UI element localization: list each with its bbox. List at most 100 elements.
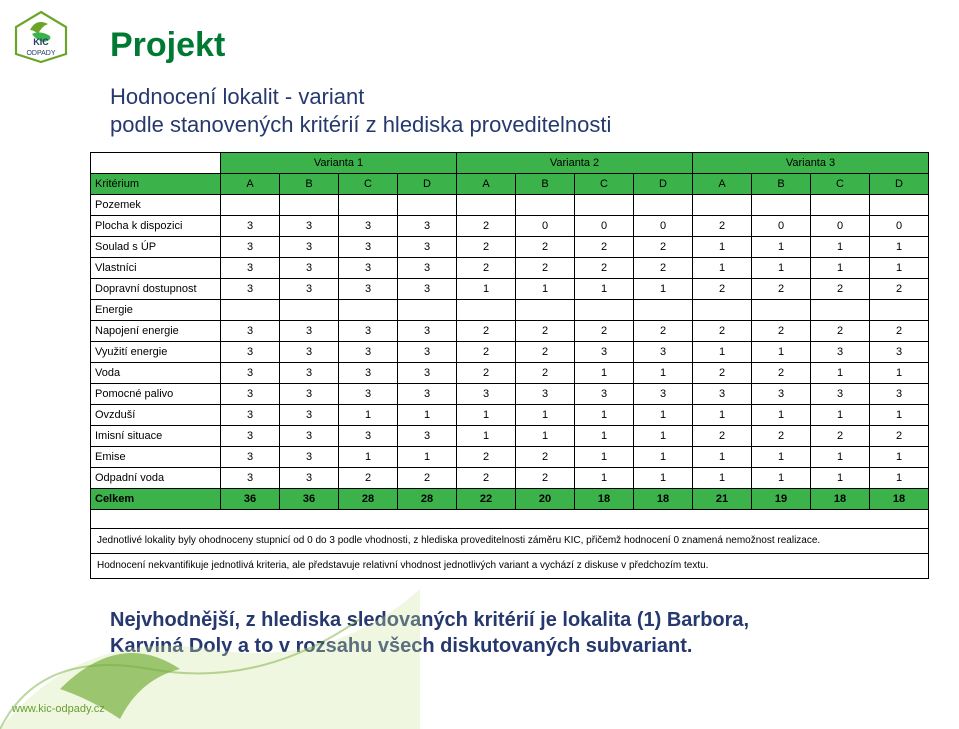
section-empty-cell bbox=[870, 300, 929, 321]
value-cell: 1 bbox=[693, 237, 752, 258]
header-criteria: Kritérium bbox=[91, 174, 221, 195]
value-cell: 2 bbox=[516, 468, 575, 489]
footer-url: www.kic-odpady.cz bbox=[12, 703, 105, 715]
header-subcol: B bbox=[516, 174, 575, 195]
value-cell: 1 bbox=[634, 363, 693, 384]
value-cell: 1 bbox=[752, 237, 811, 258]
value-cell: 0 bbox=[752, 216, 811, 237]
section-label: Pozemek bbox=[91, 195, 221, 216]
value-cell: 2 bbox=[752, 321, 811, 342]
section-empty-cell bbox=[221, 300, 280, 321]
value-cell: 3 bbox=[280, 363, 339, 384]
section-empty-cell bbox=[811, 300, 870, 321]
value-cell: 0 bbox=[870, 216, 929, 237]
value-cell: 2 bbox=[516, 342, 575, 363]
svg-text:KIC: KIC bbox=[33, 37, 49, 47]
value-cell: 3 bbox=[339, 216, 398, 237]
value-cell: 3 bbox=[221, 426, 280, 447]
row-label: Emise bbox=[91, 447, 221, 468]
value-cell: 1 bbox=[457, 279, 516, 300]
value-cell: 3 bbox=[339, 384, 398, 405]
value-cell: 0 bbox=[811, 216, 870, 237]
section-empty-cell bbox=[516, 300, 575, 321]
value-cell: 3 bbox=[221, 216, 280, 237]
header-subcol: D bbox=[870, 174, 929, 195]
header-variant: Varianta 2 bbox=[457, 153, 693, 174]
value-cell: 1 bbox=[870, 405, 929, 426]
value-cell: 1 bbox=[575, 279, 634, 300]
value-cell: 1 bbox=[575, 447, 634, 468]
value-cell: 3 bbox=[221, 237, 280, 258]
value-cell: 3 bbox=[280, 321, 339, 342]
value-cell: 3 bbox=[339, 426, 398, 447]
header-variant: Varianta 1 bbox=[221, 153, 457, 174]
value-cell: 3 bbox=[221, 405, 280, 426]
row-label: Pomocné palivo bbox=[91, 384, 221, 405]
value-cell: 3 bbox=[280, 447, 339, 468]
value-cell: 3 bbox=[811, 342, 870, 363]
value-cell: 1 bbox=[575, 405, 634, 426]
header-subcol: A bbox=[693, 174, 752, 195]
value-cell: 3 bbox=[575, 384, 634, 405]
value-cell: 1 bbox=[693, 468, 752, 489]
value-cell: 2 bbox=[575, 258, 634, 279]
value-cell: 2 bbox=[693, 216, 752, 237]
evaluation-table: Varianta 1Varianta 2Varianta 3KritériumA… bbox=[90, 152, 929, 579]
value-cell: 2 bbox=[516, 447, 575, 468]
value-cell: 2 bbox=[634, 237, 693, 258]
header-subcol: A bbox=[221, 174, 280, 195]
conclusion-line1: Nejvhodnější, z hlediska sledovaných kri… bbox=[110, 609, 749, 631]
value-cell: 3 bbox=[221, 447, 280, 468]
value-cell: 2 bbox=[457, 342, 516, 363]
value-cell: 3 bbox=[339, 363, 398, 384]
value-cell: 1 bbox=[516, 405, 575, 426]
value-cell: 3 bbox=[870, 384, 929, 405]
value-cell: 2 bbox=[516, 258, 575, 279]
row-label: Dopravní dostupnost bbox=[91, 279, 221, 300]
value-cell: 0 bbox=[575, 216, 634, 237]
value-cell: 3 bbox=[398, 321, 457, 342]
section-label: Energie bbox=[91, 300, 221, 321]
header-subcol: B bbox=[752, 174, 811, 195]
row-label: Vlastníci bbox=[91, 258, 221, 279]
value-cell: 3 bbox=[221, 384, 280, 405]
value-cell: 3 bbox=[870, 342, 929, 363]
section-empty-cell bbox=[457, 195, 516, 216]
note-1: Jednotlivé lokality byly ohodnoceny stup… bbox=[91, 529, 929, 554]
svg-text:ODPADY: ODPADY bbox=[26, 50, 55, 57]
value-cell: 3 bbox=[634, 384, 693, 405]
value-cell: 3 bbox=[752, 384, 811, 405]
value-cell: 3 bbox=[398, 279, 457, 300]
row-label: Využití energie bbox=[91, 342, 221, 363]
value-cell: 3 bbox=[280, 405, 339, 426]
kic-logo: KIC ODPADY bbox=[12, 10, 70, 69]
value-cell: 3 bbox=[339, 279, 398, 300]
total-cell: 36 bbox=[221, 489, 280, 510]
value-cell: 3 bbox=[457, 384, 516, 405]
header-subcol: B bbox=[280, 174, 339, 195]
section-empty-cell bbox=[339, 195, 398, 216]
total-cell: 28 bbox=[398, 489, 457, 510]
value-cell: 2 bbox=[752, 426, 811, 447]
value-cell: 2 bbox=[693, 363, 752, 384]
value-cell: 1 bbox=[339, 447, 398, 468]
section-empty-cell bbox=[398, 195, 457, 216]
value-cell: 1 bbox=[693, 258, 752, 279]
section-empty-cell bbox=[634, 195, 693, 216]
value-cell: 3 bbox=[516, 384, 575, 405]
value-cell: 3 bbox=[339, 321, 398, 342]
value-cell: 2 bbox=[457, 447, 516, 468]
value-cell: 2 bbox=[457, 321, 516, 342]
total-cell: 28 bbox=[339, 489, 398, 510]
value-cell: 1 bbox=[575, 363, 634, 384]
value-cell: 2 bbox=[457, 216, 516, 237]
total-cell: 18 bbox=[870, 489, 929, 510]
value-cell: 1 bbox=[752, 447, 811, 468]
value-cell: 3 bbox=[280, 216, 339, 237]
value-cell: 1 bbox=[752, 405, 811, 426]
value-cell: 3 bbox=[280, 384, 339, 405]
row-label: Imisní situace bbox=[91, 426, 221, 447]
section-empty-cell bbox=[575, 195, 634, 216]
section-empty-cell bbox=[280, 195, 339, 216]
value-cell: 1 bbox=[870, 363, 929, 384]
